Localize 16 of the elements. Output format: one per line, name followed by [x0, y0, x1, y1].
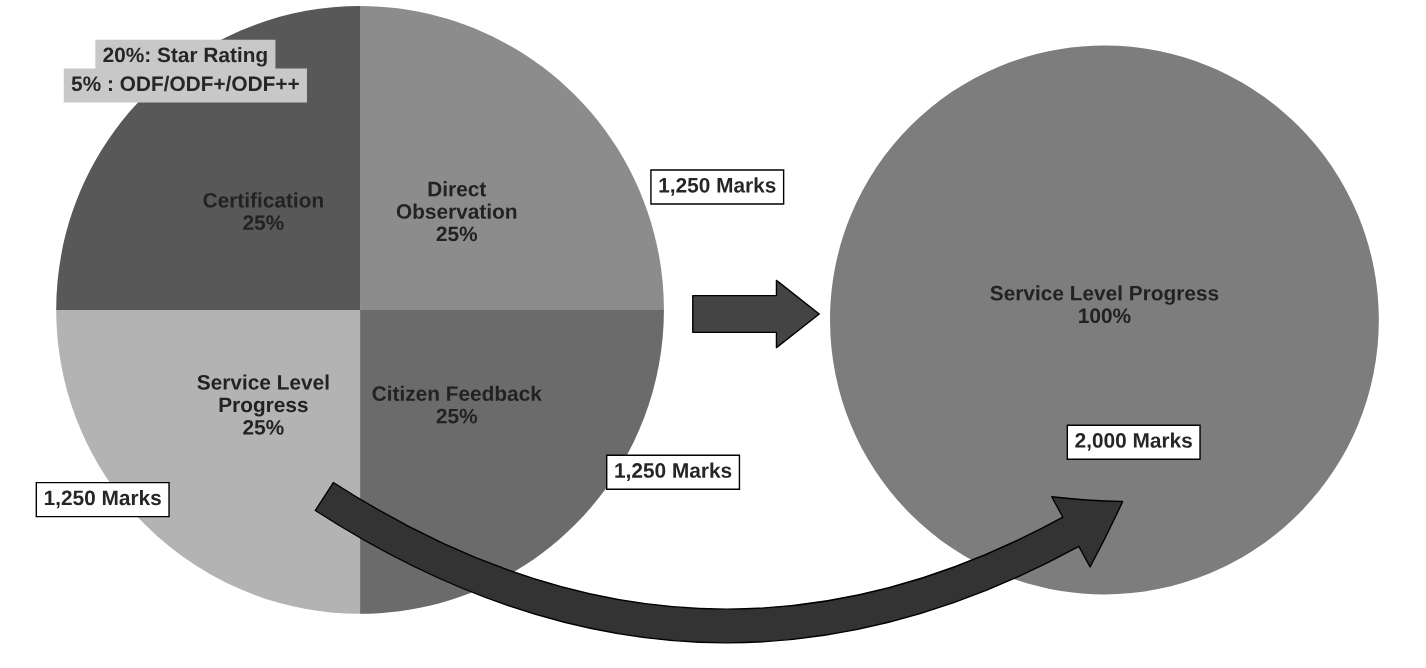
pie-slice — [56, 6, 361, 310]
text: 1,250 Marks — [44, 489, 161, 509]
text: 20%: Star Rating — [103, 47, 267, 67]
data-label: 25% — [436, 226, 478, 242]
slice-label: Service Level Progress — [197, 374, 329, 417]
text: 5% : ODF/ODF+/ODF++ — [71, 75, 299, 92]
pie-slice — [360, 309, 664, 614]
slice-label: Citizen Feedback — [372, 385, 542, 402]
slice-label: Direct Observation — [396, 181, 517, 219]
text: 1,250 Marks — [659, 177, 776, 196]
text: 2,000 Marks — [1075, 432, 1192, 451]
data-label: 25% — [243, 419, 284, 435]
data-label: 100% — [1079, 308, 1131, 324]
slice-label: Service Level Progress — [990, 285, 1219, 305]
data-label: 25% — [436, 408, 478, 424]
text: 1,250 Marks — [615, 462, 732, 481]
